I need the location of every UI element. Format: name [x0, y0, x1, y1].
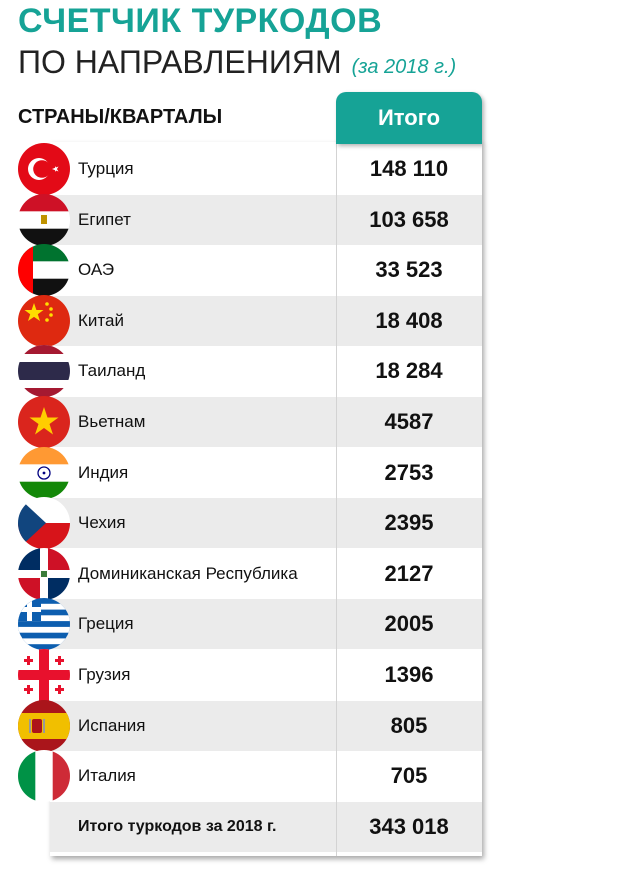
table-row: Турция 148 110: [50, 144, 482, 194]
table-row: Италия 705: [50, 751, 482, 801]
table-row: Вьетнам 4587: [50, 397, 482, 447]
italy-flag-icon: [18, 750, 70, 803]
vietnam-flag-icon: [18, 396, 70, 448]
table-row: Греция 2005: [50, 599, 482, 650]
dominican-republic-flag-icon: [18, 547, 70, 600]
country-total-value: 4587: [384, 409, 434, 434]
total-label: Итого туркодов за 2018 г.: [78, 817, 277, 835]
table-row: Индия 2753: [50, 448, 482, 498]
country-name: Вьетнам: [78, 412, 146, 431]
country-name: Грузия: [78, 665, 131, 684]
country-total-value: 2753: [384, 459, 434, 485]
country-name: Индия: [78, 462, 129, 482]
grand-total-value: 343 018: [369, 813, 449, 839]
country-total-value: 1396: [384, 662, 434, 687]
page-subtitle: ПО НАПРАВЛЕНИЯМ (за 2018 г.): [18, 44, 456, 81]
uae-flag-icon: [18, 244, 70, 297]
thailand-flag-icon: [18, 345, 70, 398]
spain-flag-icon: [18, 699, 70, 752]
column-divider: [336, 142, 337, 856]
country-total-value: 18 408: [375, 307, 443, 333]
country-total-value: 2127: [384, 560, 434, 586]
table-row: Чехия 2395: [50, 498, 482, 549]
country-name: Чехия: [78, 513, 126, 533]
czechia-flag-icon: [18, 497, 70, 550]
country-name: Китай: [78, 310, 124, 330]
table-row: Китай 18 408: [50, 295, 482, 346]
country-name: Греция: [78, 614, 134, 634]
table-row: Испания 805: [50, 700, 482, 751]
table-row: Доминиканская Республика 2127: [50, 549, 482, 599]
country-total-value: 2395: [384, 510, 434, 536]
country-name: Египет: [78, 209, 131, 229]
turkey-flag-icon: [18, 143, 70, 195]
country-total-value: 805: [390, 712, 428, 738]
country-name: Испания: [78, 715, 146, 735]
table-row: Таиланд 18 284: [50, 346, 482, 396]
country-name: Италия: [78, 766, 136, 786]
country-total-value: 103 658: [369, 206, 449, 232]
country-name: Доминиканская Республика: [78, 563, 298, 583]
country-total-value: 2005: [384, 611, 434, 637]
country-name: ОАЭ: [78, 260, 115, 280]
country-total-value: 18 284: [375, 358, 443, 384]
country-name: Таиланд: [78, 361, 146, 381]
column-label-countries: СТРАНЫ/КВАРТАЛЫ: [18, 106, 223, 128]
table-row: ОАЭ 33 523: [50, 245, 482, 295]
egypt-flag-icon: [18, 193, 70, 246]
greece-flag-icon: [18, 598, 70, 651]
country-total-value: 33 523: [375, 257, 443, 283]
country-name: Турция: [78, 159, 134, 178]
india-flag-icon: [18, 446, 70, 499]
country-total-value: 705: [390, 763, 428, 789]
table-row: Грузия 1396: [50, 650, 482, 700]
table-row: Египет 103 658: [50, 194, 482, 245]
page-title: СЧЕТЧИК ТУРКОДОВ: [18, 2, 383, 40]
georgia-flag-icon: [18, 649, 70, 701]
china-flag-icon: [18, 294, 70, 347]
title-line-2: ПО НАПРАВЛЕНИЯМ: [18, 44, 342, 80]
country-total-value: 148 110: [369, 156, 449, 181]
total-row: Итого туркодов за 2018 г. 343 018: [50, 801, 482, 852]
year-note: (за 2018 г.): [351, 56, 457, 78]
column-header-total: Итого: [336, 92, 482, 144]
